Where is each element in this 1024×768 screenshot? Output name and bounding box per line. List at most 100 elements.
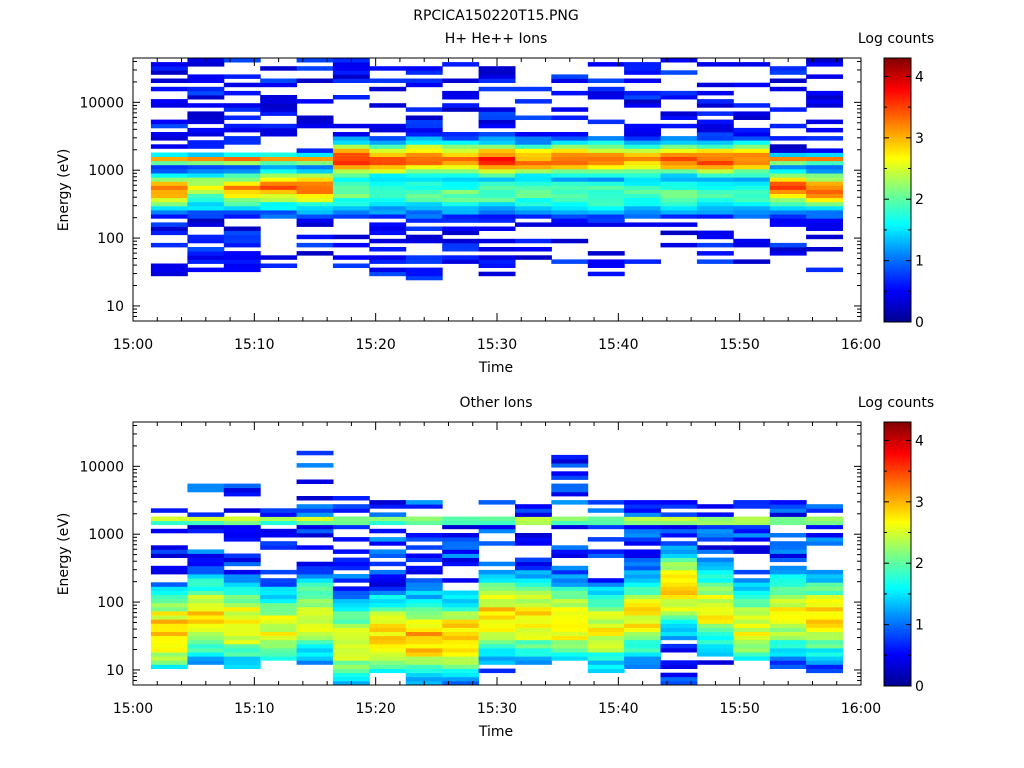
- heatmap-cell: [769, 553, 807, 558]
- heatmap-cell: [515, 565, 552, 571]
- heatmap-cell: [260, 111, 298, 116]
- heatmap-cell: [806, 533, 843, 538]
- heatmap-cell: [696, 528, 734, 534]
- heatmap-cell: [478, 602, 516, 608]
- heatmap-cell: [187, 569, 225, 575]
- heatmap-cell: [260, 103, 298, 108]
- heatmap-cell: [150, 648, 188, 653]
- heatmap-cell: [587, 197, 625, 203]
- heatmap-cell: [733, 615, 771, 620]
- heatmap-cell: [587, 520, 625, 526]
- heatmap-cell: [551, 475, 589, 480]
- heatmap-cell: [405, 660, 443, 665]
- heatmap-cell: [223, 156, 261, 162]
- heatmap-cell: [478, 218, 516, 223]
- heatmap-cell: [624, 553, 661, 558]
- heatmap-cell: [733, 242, 771, 248]
- heatmap-cell: [369, 193, 407, 199]
- heatmap-cell: [733, 528, 771, 534]
- heatmap-cell: [442, 557, 480, 563]
- heatmap-cell: [551, 259, 589, 264]
- heatmap-cell: [223, 152, 261, 157]
- heatmap-cell: [369, 594, 407, 600]
- heatmap-cell: [150, 156, 188, 162]
- heatmap-cell: [551, 598, 589, 604]
- heatmap-cell: [624, 193, 661, 199]
- heatmap-cell: [332, 656, 370, 661]
- heatmap-cell: [696, 524, 734, 530]
- heatmap-cell: [806, 62, 843, 67]
- heatmap-cell: [515, 148, 552, 153]
- heatmap-cell: [296, 512, 334, 517]
- heatmap-cell: [696, 111, 734, 116]
- heatmap-cell: [187, 164, 225, 170]
- heatmap-cell: [587, 611, 625, 616]
- heatmap-cell: [806, 598, 843, 604]
- heatmap-cell: [260, 623, 298, 628]
- heatmap-cell: [660, 680, 698, 686]
- heatmap-cell: [369, 512, 407, 517]
- heatmap-cell: [478, 189, 516, 194]
- heatmap-cell: [150, 643, 188, 649]
- heatmap-cell: [296, 201, 334, 207]
- heatmap-cell: [332, 496, 370, 501]
- heatmap-cell: [660, 156, 698, 162]
- heatmap-cell: [442, 144, 480, 149]
- y-tick-label: 10: [106, 299, 124, 315]
- heatmap-cell: [696, 533, 734, 538]
- heatmap-cell: [332, 623, 370, 628]
- heatmap-cell: [624, 78, 661, 83]
- heatmap-cell: [296, 611, 334, 616]
- heatmap-cell: [187, 95, 225, 100]
- heatmap-cell: [696, 177, 734, 182]
- heatmap-cell: [624, 541, 661, 546]
- heatmap-cell: [187, 222, 225, 227]
- heatmap-cell: [478, 528, 516, 534]
- x-tick-label: 15:20: [355, 701, 395, 717]
- heatmap-cell: [442, 643, 480, 649]
- heatmap-cell: [515, 169, 552, 174]
- heatmap-cell: [332, 242, 370, 248]
- heatmap-cell: [296, 606, 334, 612]
- heatmap-cell: [187, 631, 225, 637]
- heatmap-cell: [332, 652, 370, 657]
- heatmap-cell: [296, 569, 334, 575]
- y-tick-label: 10000: [79, 95, 124, 111]
- heatmap-cell: [515, 185, 552, 190]
- heatmap-cell: [515, 627, 552, 632]
- heatmap-cell: [405, 590, 443, 595]
- heatmap-cell: [405, 504, 443, 509]
- heatmap-cell: [405, 218, 443, 223]
- heatmap-cell: [478, 136, 516, 141]
- heatmap-cell: [478, 210, 516, 215]
- heatmap-cell: [587, 189, 625, 194]
- heatmap-cell: [806, 74, 843, 79]
- heatmap-cell: [515, 619, 552, 624]
- heatmap-cell: [551, 132, 589, 137]
- heatmap-cell: [442, 627, 480, 632]
- heatmap-cell: [478, 643, 516, 649]
- heatmap-cell: [624, 578, 661, 583]
- heatmap-cell: [769, 152, 807, 157]
- heatmap-cell: [478, 181, 516, 186]
- heatmap-cell: [806, 668, 843, 674]
- heatmap-cell: [696, 627, 734, 632]
- heatmap-cell: [223, 631, 261, 637]
- heatmap-cell: [405, 537, 443, 542]
- heatmap-cell: [515, 214, 552, 219]
- heatmap-cell: [551, 586, 589, 591]
- heatmap-cell: [296, 615, 334, 620]
- heatmap-cell: [150, 623, 188, 628]
- heatmap-cell: [187, 643, 225, 649]
- heatmap-cell: [187, 205, 225, 211]
- heatmap-cell: [660, 164, 698, 170]
- heatmap-cell: [769, 606, 807, 612]
- heatmap-cell: [551, 156, 589, 162]
- heatmap-cell: [478, 140, 516, 145]
- heatmap-cell: [624, 569, 661, 575]
- heatmap-cell: [150, 86, 188, 92]
- heatmap-cell: [150, 660, 188, 665]
- heatmap-cell: [369, 173, 407, 178]
- heatmap-cell: [405, 169, 443, 174]
- heatmap-cell: [733, 586, 771, 591]
